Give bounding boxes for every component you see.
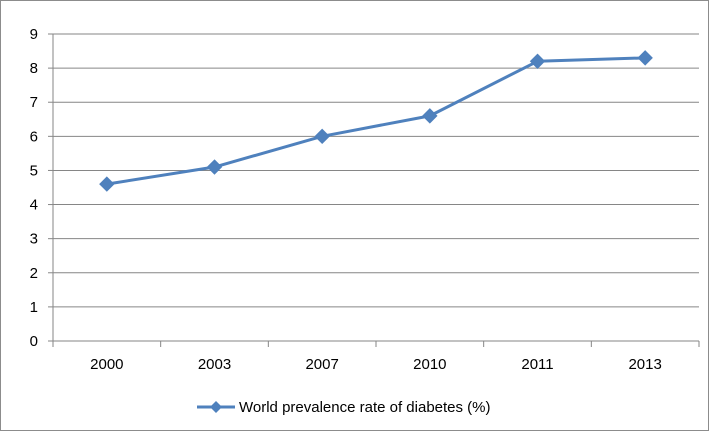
y-tick-labels: 0 1 2 3 4 5 6 7 8 9 (30, 26, 38, 350)
y-tick-label: 8 (30, 60, 38, 77)
x-tick-label-2000: 2000 (90, 356, 123, 373)
data-point-2013 (637, 50, 653, 66)
x-tick-label-2011: 2011 (521, 356, 553, 373)
y-tick-label: 6 (30, 128, 38, 145)
series-world-prevalence (99, 50, 653, 192)
x-tick-label-2013: 2013 (628, 356, 661, 373)
y-tick-label: 0 (30, 333, 38, 350)
data-point-2000 (99, 176, 115, 192)
legend-diamond-marker (210, 401, 222, 413)
legend-series-label: World prevalence rate of diabetes (%) (239, 399, 491, 416)
x-tick-label-2007: 2007 (305, 356, 338, 373)
y-tick-label: 3 (30, 231, 38, 248)
data-point-2003 (206, 159, 223, 175)
legend: World prevalence rate of diabetes (%) (197, 399, 491, 416)
data-point-2007 (314, 128, 330, 145)
x-tick-labels: 2000 2003 2007 2010 2011 2013 (90, 356, 662, 373)
y-tick-label: 9 (30, 26, 38, 43)
y-tick-label: 7 (30, 94, 38, 111)
x-tick-label-2003: 2003 (198, 356, 231, 373)
y-tick-label: 5 (30, 162, 38, 179)
y-tick-label: 1 (30, 299, 38, 316)
data-point-2011 (529, 53, 546, 69)
y-tick-label: 2 (30, 265, 38, 282)
x-tick-label-2010: 2010 (413, 356, 446, 373)
axes (48, 33, 700, 347)
gridlines (53, 33, 699, 308)
y-tick-label: 4 (30, 197, 38, 214)
data-point-2010 (422, 108, 438, 124)
series-line (106, 56, 646, 186)
